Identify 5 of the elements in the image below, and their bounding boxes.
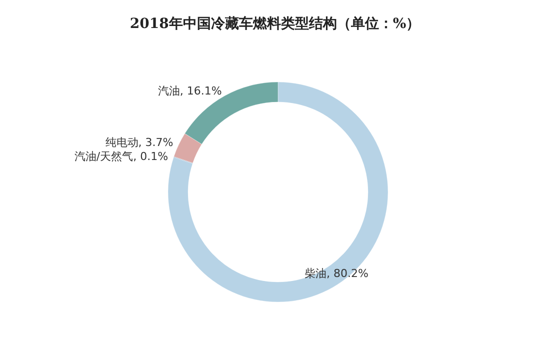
slice-label: 纯电动, 3.7%	[105, 136, 174, 150]
slice-label: 汽油, 16.1%	[158, 84, 222, 98]
slice-label: 汽油/天然气, 0.1%	[74, 150, 168, 164]
chart-title: 2018年中国冷藏车燃料类型结构（单位：%）	[130, 15, 420, 32]
slice-label: 柴油, 80.2%	[304, 267, 368, 280]
